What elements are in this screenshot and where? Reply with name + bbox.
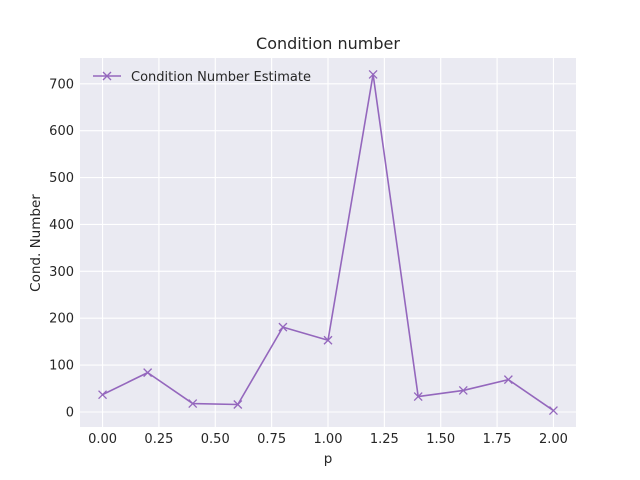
- y-tick-label: 300: [49, 265, 74, 280]
- legend-label: Condition Number Estimate: [131, 70, 311, 85]
- legend-marker: [102, 71, 112, 81]
- data-point-marker: [368, 69, 378, 79]
- x-tick-label: 0.75: [257, 432, 286, 447]
- x-tick-label: 2.00: [539, 432, 568, 447]
- data-point-marker: [233, 400, 243, 409]
- data-point-marker: [323, 335, 333, 345]
- legend: Condition Number Estimate: [93, 70, 311, 85]
- chart-title: Condition number: [256, 34, 400, 53]
- y-tick-labels: 0 100 200 300 400 500 600 700: [49, 77, 74, 420]
- y-tick-label: 0: [66, 405, 74, 420]
- data-point-marker: [98, 390, 108, 400]
- y-tick-label: 100: [49, 359, 74, 374]
- data-point-marker: [548, 406, 558, 416]
- x-tick-label: 1.75: [483, 432, 512, 447]
- x-tick-label: 0.25: [144, 432, 173, 447]
- x-gridlines: [101, 58, 555, 427]
- y-tick-label: 400: [49, 218, 74, 233]
- data-point-marker: [143, 368, 153, 378]
- x-tick-labels: 0.00 0.25 0.50 0.75 1.00 1.25 1.50 1.75 2.00: [88, 432, 568, 447]
- y-tick-label: 600: [49, 124, 74, 139]
- data-point-marker: [458, 385, 468, 395]
- x-axis-label: p: [324, 451, 333, 467]
- data-point-marker: [413, 392, 423, 401]
- y-tick-label: 500: [49, 171, 74, 186]
- data-point-marker: [278, 322, 288, 332]
- data-point-marker: [188, 399, 198, 409]
- x-tick-label: 1.50: [426, 432, 455, 447]
- y-tick-label: 200: [49, 312, 74, 327]
- series-layer: [98, 69, 558, 416]
- x-tick-label: 1.00: [314, 432, 343, 447]
- data-point-marker: [503, 375, 513, 385]
- x-tick-label: 0.50: [201, 432, 230, 447]
- x-tick-label: 1.25: [370, 432, 399, 447]
- y-axis-label: Cond. Number: [28, 194, 44, 292]
- y-tick-label: 700: [49, 77, 74, 92]
- x-tick-label: 0.00: [88, 432, 117, 447]
